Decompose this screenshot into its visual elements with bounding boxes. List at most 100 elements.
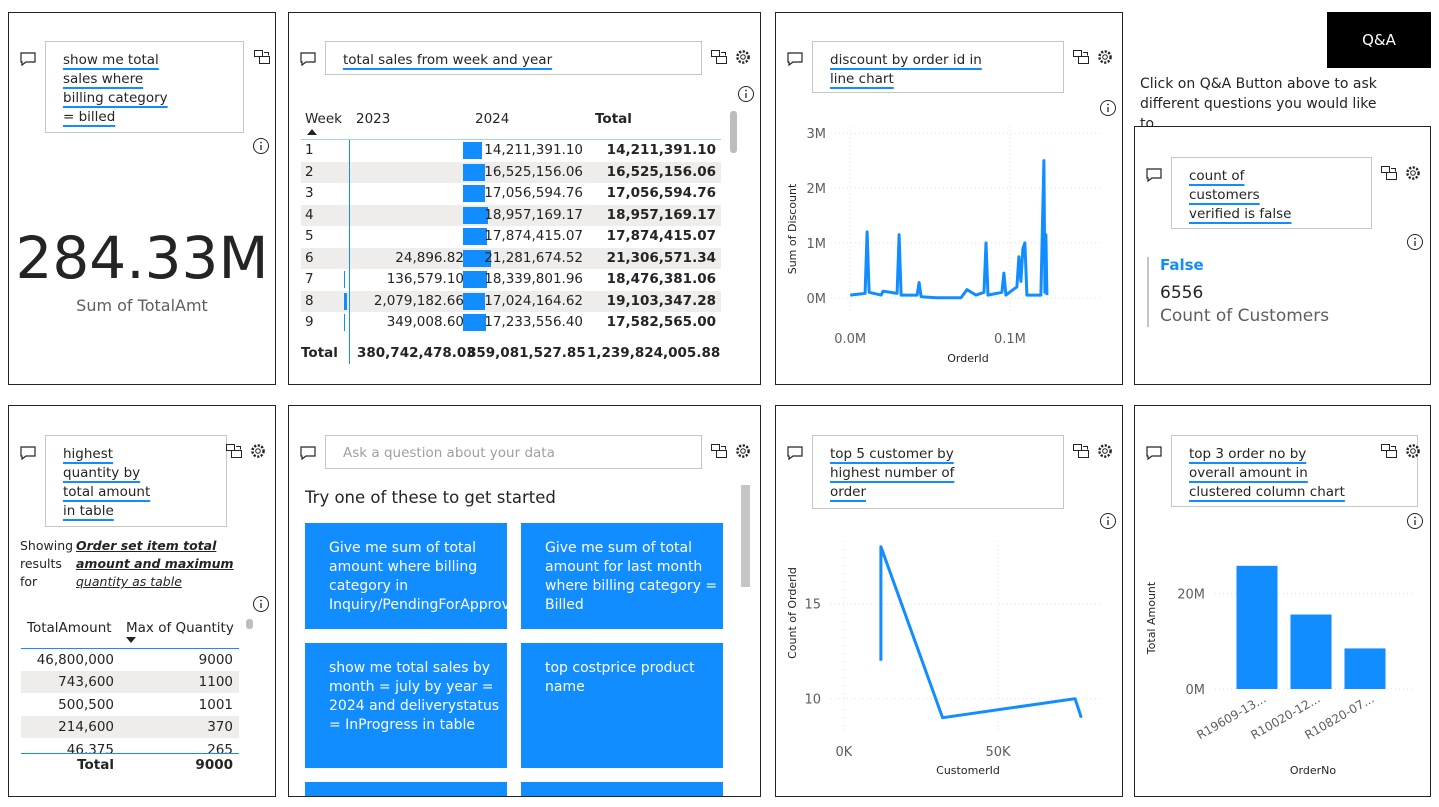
query-line: in table	[63, 502, 209, 521]
settings-icon[interactable]	[735, 49, 751, 65]
table-cell: 24,896.82	[395, 249, 464, 266]
interpretation[interactable]: amount and maximum	[76, 556, 234, 571]
info-icon[interactable]	[252, 137, 270, 155]
data-bar	[463, 142, 482, 159]
info-icon[interactable]	[252, 595, 270, 613]
suggestion-button[interactable]: Give me sum of total amount where billin…	[305, 523, 507, 629]
query-box[interactable]: top 5 customer by highest number of order	[812, 435, 1064, 509]
table-cell: 14,211,391.10	[484, 142, 583, 158]
suggestion-button[interactable]: top costprice product name	[521, 643, 723, 768]
table-cell: 46,375	[66, 741, 114, 753]
settings-icon[interactable]	[1097, 49, 1113, 65]
line-chart: 10 15 0K 50K Count of OrderId CustomerId	[786, 541, 1101, 777]
suggestion-button-partial[interactable]	[305, 782, 507, 796]
settings-icon[interactable]	[735, 443, 751, 459]
y-tick-label: 15	[804, 598, 821, 613]
data-bar	[463, 206, 488, 224]
y-tick-label: 0M	[807, 292, 827, 307]
query-box[interactable]: top 3 order no by overall amount in cluste…	[1171, 435, 1418, 507]
chat-icon	[1146, 446, 1162, 461]
query-box[interactable]: show me total sales where billing category…	[45, 41, 244, 133]
query-box[interactable]: discount by order id in line chart	[812, 41, 1064, 93]
share-icon[interactable]	[1380, 443, 1398, 459]
table-cell: 14,211,391.10	[606, 142, 716, 158]
query-text: count of	[1189, 168, 1245, 184]
suggestion-button[interactable]: Give me sum of total amount for last mon…	[521, 523, 723, 629]
settings-icon[interactable]	[250, 443, 266, 459]
query-text: top 3 order no by	[1189, 446, 1307, 462]
query-line: highest number of	[830, 464, 1046, 483]
suggestion-button[interactable]: show me total sales by month = july by y…	[305, 643, 507, 768]
share-icon[interactable]	[710, 443, 728, 459]
tile: show me total sales where billing category…	[8, 12, 276, 385]
query-text: discount by order id in	[830, 52, 982, 68]
info-icon[interactable]	[1099, 99, 1117, 117]
showing-label: for	[20, 574, 38, 589]
info-icon[interactable]	[1099, 512, 1117, 530]
table-row: 743,600 1100	[21, 671, 239, 694]
share-icon[interactable]	[1072, 49, 1090, 65]
data-bar	[463, 292, 486, 310]
settings-icon[interactable]	[1405, 443, 1421, 459]
y-tick-label: 3M	[807, 127, 827, 142]
card-category: False	[1160, 256, 1204, 274]
card-label: Sum of TotalAmt	[76, 296, 208, 315]
query-text: top 5 customer by	[830, 446, 954, 462]
column-header: Week	[305, 111, 342, 127]
chat-icon	[300, 446, 316, 461]
y-tick-label: 10	[804, 693, 821, 708]
query-text: total sales from week and year	[343, 52, 553, 68]
interpretation[interactable]: quantity as table	[76, 574, 182, 589]
query-line: = billed	[63, 108, 226, 127]
share-icon[interactable]	[225, 443, 243, 459]
table-cell: 17,024,164.62	[484, 292, 583, 309]
total-cell: Total	[77, 757, 114, 773]
suggestion-button-partial[interactable]	[521, 782, 723, 796]
data-bar	[344, 292, 347, 310]
query-line: quantity by	[63, 464, 209, 483]
tile: Ask a question about your data Try one of…	[288, 405, 761, 797]
y-axis-title: Count of OrderId	[786, 567, 799, 659]
settings-icon[interactable]	[1097, 443, 1113, 459]
data-bar	[463, 185, 486, 202]
share-icon[interactable]	[253, 49, 271, 65]
qa-button[interactable]: Q&A	[1327, 12, 1431, 68]
x-axis-title: OrderNo	[1290, 764, 1336, 777]
query-text: clustered column chart	[1189, 484, 1345, 500]
table-row: 8 2,079,182.66 17,024,164.62 19,103,347.28	[301, 290, 721, 312]
column-header: 2024	[475, 111, 510, 127]
info-icon[interactable]	[737, 85, 755, 103]
data-bar	[463, 228, 487, 245]
query-box[interactable]: total sales from week and year	[325, 41, 702, 75]
share-icon[interactable]	[1072, 443, 1090, 459]
query-box[interactable]: Ask a question about your data	[325, 435, 702, 469]
query-text: highest	[63, 446, 114, 462]
settings-icon[interactable]	[1405, 165, 1421, 181]
table-row: 500,500 1001	[21, 693, 239, 716]
total-cell: 9000	[195, 757, 233, 773]
query-line: billing category	[63, 89, 226, 108]
table-cell: 9	[305, 314, 314, 330]
total-cell: 859,081,527.85	[467, 345, 586, 361]
interpretation[interactable]: Order set item total	[76, 538, 217, 553]
query-text: overall amount in	[1189, 465, 1308, 481]
share-icon[interactable]	[1380, 165, 1398, 181]
query-box[interactable]: count of customers verified is false	[1171, 157, 1372, 229]
query-line: show me total	[63, 51, 226, 70]
y-axis-title: Sum of Discount	[786, 183, 799, 274]
query-text: customers	[1189, 187, 1260, 203]
table-cell: 7	[305, 271, 314, 287]
table-cell: 17,233,556.40	[484, 314, 583, 330]
query-box[interactable]: highest quantity by total amount in table	[45, 435, 227, 527]
info-icon[interactable]	[1406, 233, 1424, 251]
info-icon[interactable]	[1406, 512, 1424, 530]
table-cell: 265	[207, 741, 233, 753]
table-cell: 19,103,347.28	[606, 292, 716, 309]
table-cell: 4	[305, 206, 314, 223]
card-value: 6556	[1160, 283, 1204, 303]
query-text: billing category	[63, 90, 168, 106]
table-cell: 16,525,156.06	[484, 163, 583, 180]
tile: highest quantity by total amount in table Sh…	[8, 405, 276, 797]
table-cell: 16,525,156.06	[606, 163, 716, 180]
share-icon[interactable]	[710, 49, 728, 65]
